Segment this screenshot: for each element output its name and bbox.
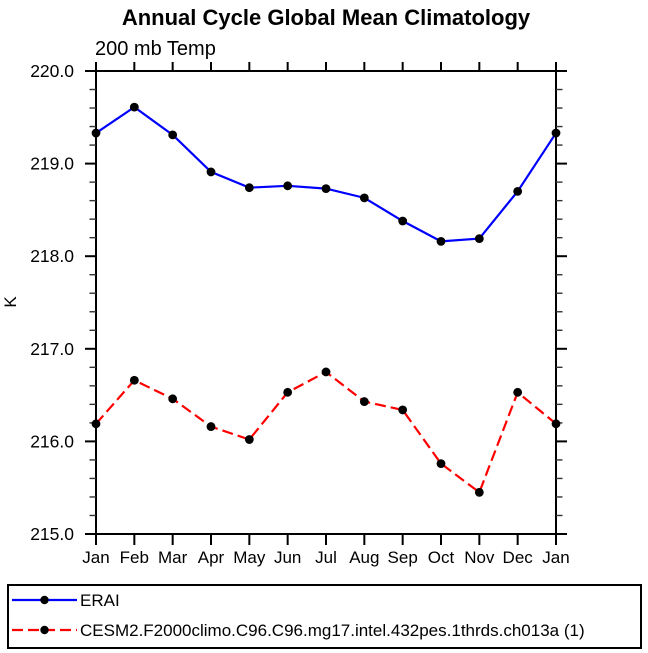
data-point-marker [321, 184, 331, 194]
data-point-marker [474, 487, 484, 497]
data-point-marker [474, 234, 484, 244]
data-point-marker [513, 186, 523, 196]
x-tick-label: Aug [349, 548, 379, 567]
data-point-marker [551, 128, 561, 138]
data-point-marker [91, 128, 101, 138]
data-point-marker [398, 405, 408, 415]
data-point-marker [436, 459, 446, 469]
chart-title: Annual Cycle Global Mean Climatology [122, 5, 531, 30]
legend-marker [40, 595, 49, 605]
y-tick-label: 215.0 [30, 524, 74, 544]
legend-box [7, 584, 642, 649]
x-tick-label: Jul [315, 548, 337, 567]
x-tick-label: May [233, 548, 266, 567]
x-tick-label: Sep [388, 548, 418, 567]
y-tick-label: 220.0 [30, 61, 74, 81]
x-tick-label: Jun [274, 548, 301, 567]
series-line-1 [95, 370, 557, 495]
data-point-marker [551, 419, 561, 429]
legend-label: ERAI [80, 591, 120, 610]
y-tick-label: 217.0 [30, 339, 74, 359]
plot-frame [95, 70, 557, 535]
data-point-marker [244, 435, 254, 444]
data-point-marker [321, 367, 331, 377]
x-tick-label: Oct [428, 548, 455, 567]
data-point-marker [283, 387, 293, 397]
x-tick-label: Apr [198, 548, 225, 567]
series-lines [91, 102, 561, 497]
chart-subtitle: 200 mb Temp [95, 38, 216, 60]
data-point-marker [359, 397, 369, 406]
data-point-marker [359, 193, 369, 203]
data-point-marker [244, 183, 254, 193]
series-line-0 [95, 105, 557, 243]
axes: Jan Feb Mar Apr May Jun Jul Aug Sep Oct Nov Dec Jan 2… [30, 61, 570, 567]
data-point-marker [436, 236, 446, 246]
x-tick-label: Jan [542, 548, 569, 567]
data-point-marker [283, 181, 293, 191]
data-point-marker [168, 394, 178, 404]
data-point-marker [168, 130, 178, 140]
x-tick-label: Dec [503, 548, 534, 567]
data-point-marker [206, 167, 216, 177]
data-point-marker [398, 216, 408, 226]
data-point-marker [129, 102, 139, 112]
y-tick-label: 218.0 [30, 246, 74, 266]
data-point-marker [513, 387, 523, 397]
data-point-marker [91, 419, 101, 429]
legend-marker [40, 625, 49, 635]
y-tick-label: 219.0 [30, 154, 74, 174]
data-point-marker [206, 422, 216, 431]
x-tick-label: Jan [82, 548, 109, 567]
data-point-marker [129, 375, 139, 385]
y-tick-label: 216.0 [30, 431, 74, 451]
x-tick-label: Nov [464, 548, 495, 567]
x-tick-label: Mar [158, 548, 188, 567]
y-axis-title: K [1, 296, 20, 308]
x-tick-label: Feb [120, 548, 149, 567]
legend: ERAI CESM2.F2000climo.C96.C96.mg17.intel.… [7, 584, 642, 649]
legend-label: CESM2.F2000climo.C96.C96.mg17.intel.432p… [80, 621, 585, 640]
